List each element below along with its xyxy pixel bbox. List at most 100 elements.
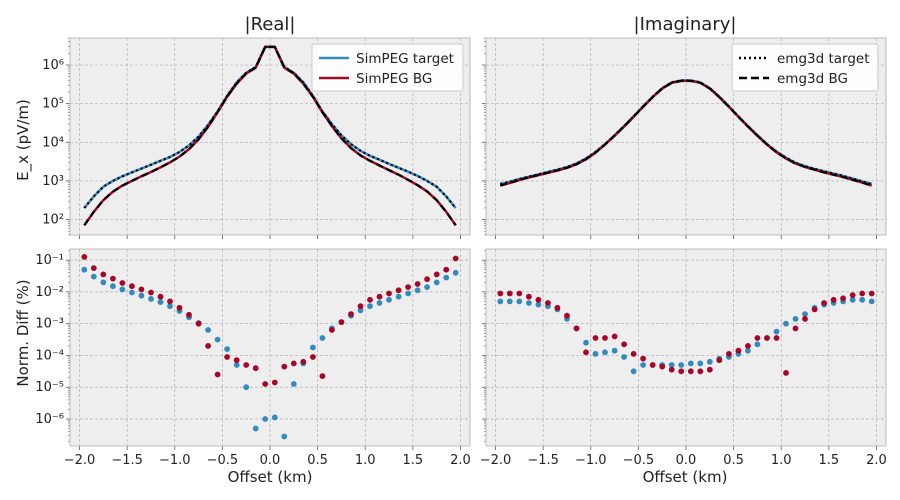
imag-diff-point-simpeg-bg	[745, 343, 751, 349]
imag-diff-point-simpeg-target	[611, 347, 618, 354]
imag-diff-point-simpeg-bg	[687, 368, 694, 375]
real-diff-point-simpeg-bg	[452, 255, 459, 262]
imag-diff-point-simpeg-target	[687, 360, 694, 367]
real-diff-xtick-label: 1.5	[403, 453, 424, 468]
real-diff-point-simpeg-bg	[443, 266, 450, 273]
imag-diff-point-simpeg-target	[526, 300, 532, 306]
real-field-ytick-label: 10⁶	[42, 58, 64, 73]
imag-diff-point-simpeg-bg	[621, 341, 627, 348]
real-diff-point-simpeg-target	[138, 292, 145, 299]
imag-diff-point-simpeg-target	[868, 298, 875, 305]
real-diff-point-simpeg-target	[157, 299, 164, 305]
real-diff-point-simpeg-target	[233, 362, 240, 368]
imag-diff-point-simpeg-bg	[630, 351, 637, 357]
title-real: |Real|	[245, 14, 296, 35]
real-field-ytick-label: 10²	[42, 213, 64, 228]
imag-diff-point-simpeg-target	[849, 296, 856, 303]
real-diff-xtick-label: −2.0	[64, 453, 96, 468]
real-diff-point-simpeg-bg	[157, 293, 164, 300]
imag-diff-point-simpeg-bg	[602, 335, 608, 341]
imag-diff-point-simpeg-bg	[792, 325, 799, 332]
real-diff-point-simpeg-bg	[233, 357, 240, 364]
real-diff-point-simpeg-bg	[176, 304, 183, 311]
real-diff-point-simpeg-target	[100, 279, 107, 286]
ylabel-field: E_x (pV/m)	[14, 99, 33, 181]
real-diff-xtick-label: −1.5	[111, 453, 143, 468]
imag-diff-point-simpeg-bg	[554, 304, 561, 311]
imag-diff-point-simpeg-bg	[545, 300, 551, 306]
real-diff-point-simpeg-target	[414, 287, 421, 294]
real-diff-point-simpeg-target	[252, 425, 259, 432]
real-diff-point-simpeg-bg	[129, 283, 135, 290]
real-diff-point-simpeg-target	[262, 416, 269, 422]
real-diff-point-simpeg-bg	[262, 381, 269, 387]
real-diff-point-simpeg-bg	[119, 280, 126, 286]
imag-diff-point-simpeg-target	[697, 360, 704, 367]
imag-diff-xtick-label: −1.5	[527, 453, 559, 468]
real-diff-point-simpeg-target	[452, 269, 459, 276]
imag-diff-point-simpeg-bg	[573, 325, 580, 332]
imag-diff-point-simpeg-bg	[592, 335, 599, 341]
imag-diff-point-simpeg-target	[516, 298, 523, 305]
real-diff-point-simpeg-bg	[376, 293, 383, 300]
real-diff-point-simpeg-bg	[186, 311, 192, 318]
real-diff-plot-area	[81, 254, 459, 440]
real-diff-point-simpeg-bg	[414, 281, 421, 287]
real-diff-frame	[69, 248, 471, 447]
real-diff-point-simpeg-bg	[424, 276, 430, 283]
imag-diff-point-simpeg-bg	[583, 349, 589, 356]
real-diff-point-simpeg-target	[243, 384, 250, 391]
real-diff-point-simpeg-target	[319, 335, 326, 341]
real-diff-point-simpeg-target	[205, 327, 212, 333]
real-diff-point-simpeg-target	[443, 274, 450, 281]
real-diff-point-simpeg-bg	[148, 289, 154, 296]
imag-diff-point-simpeg-bg	[868, 290, 875, 297]
real-diff-point-simpeg-target	[214, 336, 221, 343]
imag-diff-point-simpeg-bg	[706, 366, 713, 373]
imag-diff-point-simpeg-target	[621, 354, 627, 360]
real-diff-point-simpeg-target	[224, 346, 231, 352]
imag-diff-xtick-label: −2.0	[480, 453, 512, 468]
real-diff-point-simpeg-bg	[138, 286, 145, 293]
legend-real: SimPEG target SimPEG BG	[311, 43, 464, 92]
imag-field-plot-area	[499, 79, 873, 187]
real-diff-point-simpeg-bg	[214, 371, 221, 378]
legend-label-emg3d-bg: emg3d BG	[777, 71, 848, 87]
imag-diff-point-simpeg-target	[630, 368, 637, 375]
imag-diff-point-simpeg-target	[506, 298, 513, 305]
imag-diff-point-simpeg-bg	[726, 351, 732, 357]
imag-diff-point-simpeg-target	[773, 328, 780, 335]
imag-diff-point-simpeg-target	[792, 316, 799, 322]
imag-diff-point-simpeg-target	[668, 362, 675, 368]
imag-diff-point-simpeg-bg	[526, 293, 532, 300]
real-diff-point-simpeg-bg	[271, 379, 278, 386]
real-diff-point-simpeg-target	[386, 296, 392, 303]
imag-diff-point-simpeg-bg	[640, 355, 646, 362]
real-diff-point-simpeg-target	[129, 289, 135, 296]
real-diff-point-simpeg-bg	[357, 303, 364, 310]
real-diff-point-simpeg-bg	[348, 311, 354, 317]
imag-diff-point-simpeg-target	[678, 362, 685, 368]
real-diff-point-simpeg-target	[148, 296, 154, 302]
imag-diff-point-simpeg-bg	[516, 290, 523, 297]
real-diff-point-simpeg-bg	[281, 363, 288, 370]
imag-diff-point-simpeg-target	[535, 301, 542, 308]
title-imaginary: |Imaginary|	[634, 14, 737, 35]
real-field-plot-area	[83, 45, 457, 227]
imag-diff-xtick-label: 1.0	[771, 453, 792, 468]
legend-imag: emg3d target emg3d BG	[731, 43, 879, 92]
panel-real-diff: −2.0 −1.5 −1.0 −0.5 0.0 0.5 1.0 1.5 2.0 10⁻⁶ 10⁻⁵ 1…	[35, 248, 471, 468]
imag-diff-xtick-label: 0.0	[676, 453, 697, 468]
real-diff-point-simpeg-bg	[329, 327, 335, 333]
real-diff-point-simpeg-bg	[100, 271, 107, 278]
real-diff-point-simpeg-target	[90, 273, 97, 280]
imag-diff-xtick-label: 2.0	[866, 453, 887, 468]
real-diff-point-simpeg-target	[110, 283, 116, 290]
imag-diff-point-simpeg-bg	[735, 347, 742, 354]
real-diff-point-simpeg-bg	[300, 358, 307, 365]
real-diff-xtick-label: −0.5	[207, 453, 239, 468]
imag-diff-point-simpeg-target	[640, 362, 646, 368]
imag-diff-point-simpeg-bg	[764, 335, 770, 341]
real-field-frame	[69, 37, 471, 236]
